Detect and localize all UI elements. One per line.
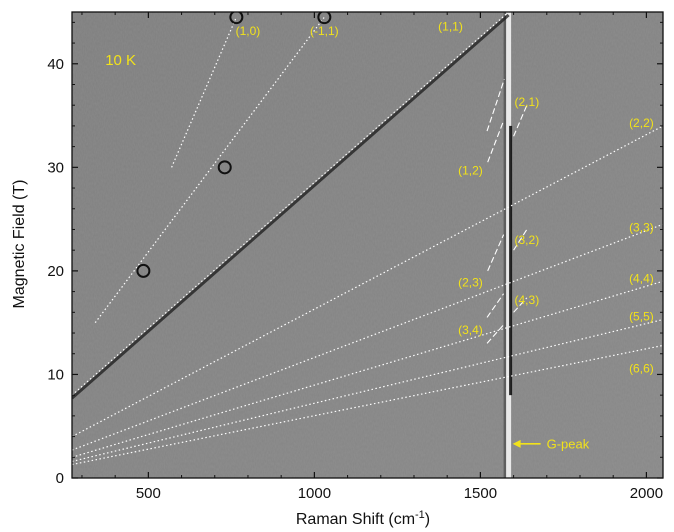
x-tick-label-1000: 1000 <box>298 485 331 502</box>
branch-segment-6 <box>486 293 505 318</box>
y-tick-label-20: 20 <box>47 263 64 280</box>
guide-line-1 <box>171 16 237 168</box>
temperature-label: 10 K <box>105 52 136 69</box>
branch-segment-1 <box>486 79 505 132</box>
branch-segment-2 <box>487 120 505 163</box>
annotation-8: (3,2) <box>515 233 540 247</box>
y-tick-label-0: 0 <box>56 470 64 487</box>
branch-segment-7 <box>513 297 528 313</box>
annotation-10: (4,4) <box>629 271 654 285</box>
magnetophonon-line-4 <box>72 280 663 458</box>
dark-band-1-1 <box>72 13 510 400</box>
annotation-11: (4,3) <box>515 293 540 307</box>
g-peak-label: G-peak <box>547 436 590 451</box>
branch-segment-3 <box>513 104 528 137</box>
y-axis-title: Magnetic Field (T) <box>11 180 28 309</box>
y-tick-label-30: 30 <box>47 159 64 176</box>
annotation-2: (-1,1) <box>310 24 339 38</box>
g-peak-line <box>506 12 512 478</box>
annotation-4: (2,1) <box>515 95 540 109</box>
y-tick-label-40: 40 <box>47 56 64 73</box>
g-peak-shadow <box>503 12 508 478</box>
plot-area: (1,0) (-1,1) (1,1) (2,1) (1,2) (2,2) (3,3) (3,2… <box>72 12 663 478</box>
branch-segment-5 <box>513 229 528 251</box>
annotation-7: (3,3) <box>629 221 654 235</box>
x-tick-label-1500: 1500 <box>464 485 497 502</box>
magnetophonon-line-1 <box>72 12 510 396</box>
annotation-13: (5,5) <box>629 310 654 324</box>
spectrum-noise-texture <box>72 12 663 478</box>
branch-segment-4 <box>487 234 505 272</box>
g-peak-arrowhead <box>512 439 521 448</box>
data-point-2 <box>217 160 232 175</box>
x-tick-label-2000: 2000 <box>630 485 663 502</box>
y-tick-label-10: 10 <box>47 366 64 383</box>
annotation-3: (1,1) <box>438 20 463 34</box>
g-peak-dark-segment <box>509 125 513 396</box>
magnetophonon-line-3 <box>72 223 663 451</box>
annotation-6: (2,2) <box>629 116 654 130</box>
annotation-5: (1,2) <box>458 164 483 178</box>
data-point-3 <box>229 12 244 25</box>
annotation-14: (6,6) <box>629 361 654 375</box>
plot-frame <box>71 11 664 479</box>
axes: 500 1000 1500 2000 0 10 20 30 40 <box>47 12 663 502</box>
magnetophonon-line-2 <box>72 125 663 438</box>
magnetophonon-line-6 <box>72 344 663 466</box>
x-axis-title: Raman Shift (cm-1) <box>296 509 430 528</box>
annotation-1: (1,0) <box>236 24 261 38</box>
annotation-9: (2,3) <box>458 275 483 289</box>
data-point-4 <box>317 12 332 25</box>
branch-segment-8 <box>486 324 505 344</box>
annotation-12: (3,4) <box>458 323 483 337</box>
data-point-1 <box>136 263 151 278</box>
x-tick-label-500: 500 <box>136 485 161 502</box>
magnetophonon-line-5 <box>72 318 663 463</box>
